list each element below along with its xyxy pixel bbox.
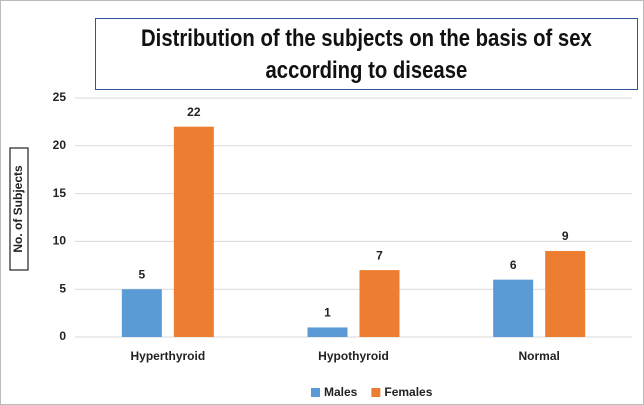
bar	[545, 250, 586, 337]
bar	[359, 270, 400, 337]
y-label-box	[9, 147, 29, 271]
y-axis-label: No. of Subjects	[11, 165, 25, 253]
data-label: 7	[376, 248, 383, 262]
title-box: Distribution of the subjects on the basi…	[95, 18, 638, 90]
legend-swatch	[311, 388, 320, 397]
legend-swatch	[371, 388, 381, 397]
y-tick-label: 5	[59, 281, 66, 295]
legend-label: Females	[384, 385, 432, 399]
x-tick-label: Hypothyroid	[318, 349, 389, 363]
data-label: 6	[510, 258, 517, 272]
y-tick-label: 15	[53, 186, 67, 200]
y-tick-label: 10	[53, 234, 67, 248]
x-tick-label: Normal	[518, 349, 559, 363]
data-label: 9	[562, 229, 569, 243]
legend-label: Males	[324, 385, 358, 399]
x-tick-label: Hyperthyroid	[130, 349, 205, 363]
chart-title: Distribution of the subjects on the basi…	[141, 25, 592, 84]
y-tick-label: 20	[53, 138, 67, 152]
bar	[493, 279, 534, 337]
bar	[307, 327, 348, 337]
data-label: 5	[138, 267, 145, 281]
y-tick-label: 25	[53, 90, 67, 104]
data-label: 22	[187, 105, 201, 119]
y-tick-label: 0	[59, 329, 66, 343]
data-label: 1	[324, 306, 331, 320]
bar	[121, 289, 162, 337]
bar	[173, 126, 214, 338]
